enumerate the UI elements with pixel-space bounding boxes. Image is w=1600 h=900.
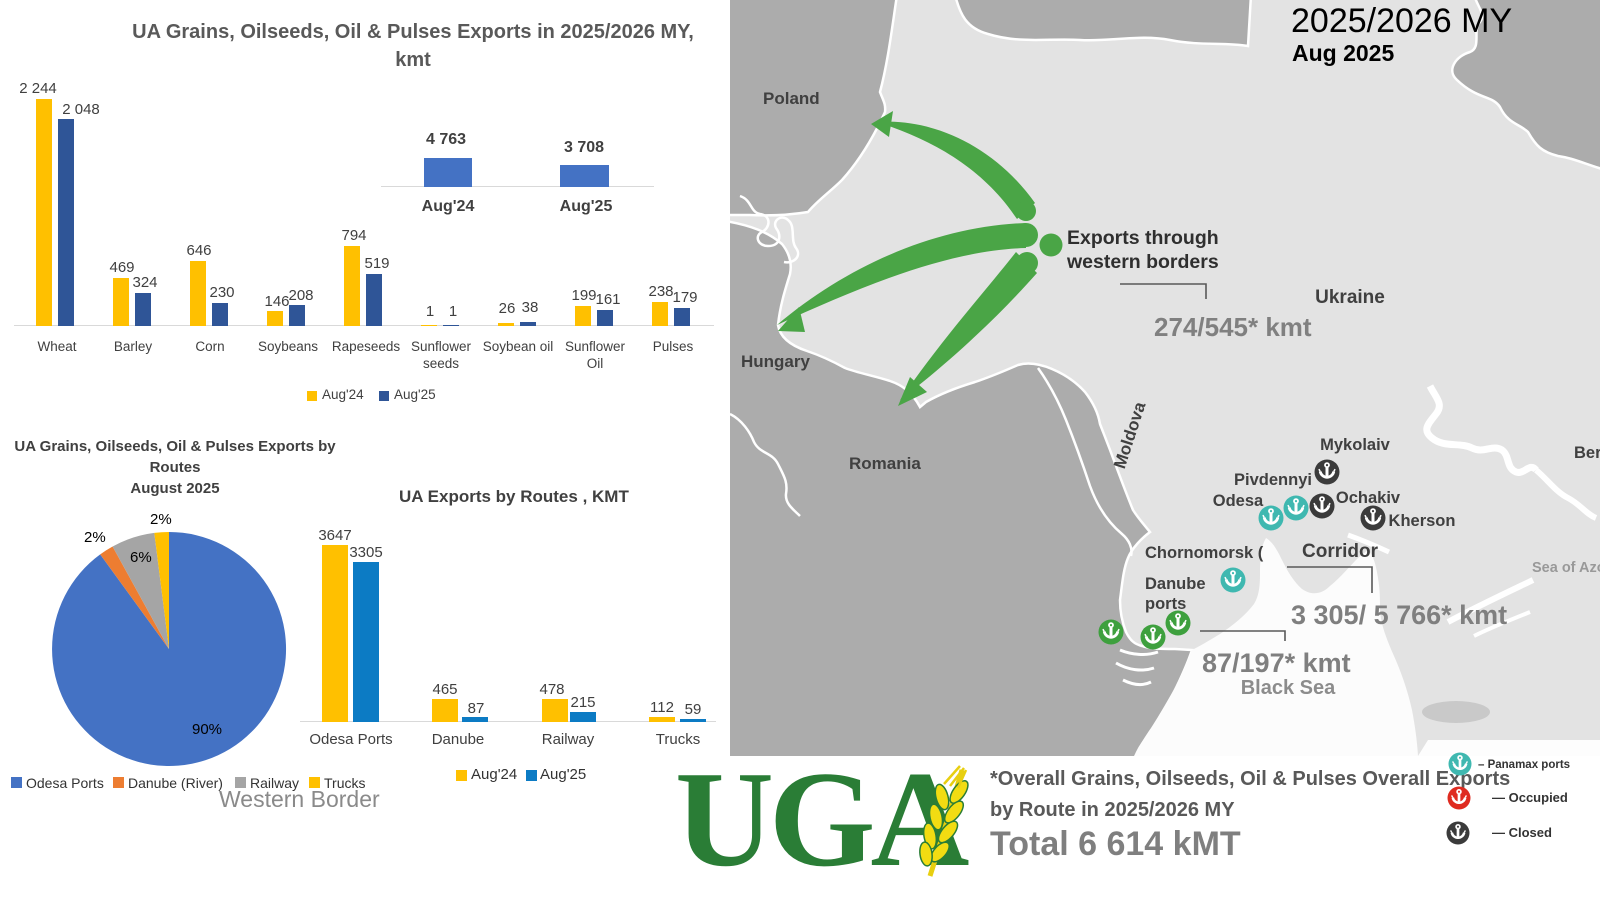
svg-text:Corridor: Corridor [1302,541,1379,562]
svg-text:– Panamax ports: – Panamax ports [1478,759,1570,771]
svg-text:Ber: Ber [1574,444,1600,462]
svg-text:Chornomorsk (: Chornomorsk ( [1145,544,1264,562]
svg-text:western borders: western borders [1066,251,1219,273]
svg-text:Hungary: Hungary [741,352,811,371]
svg-text:Poland: Poland [763,89,820,108]
svg-text:Kherson: Kherson [1389,512,1456,530]
svg-text:Mykolaiv: Mykolaiv [1320,436,1391,454]
svg-text:Sea of Azov: Sea of Azov [1532,560,1600,576]
svg-text:87/197* kmt: 87/197* kmt [1202,648,1351,678]
svg-text:Ochakiv: Ochakiv [1336,489,1401,507]
svg-text:Aug 2025: Aug 2025 [1292,40,1394,66]
svg-text:— Closed: — Closed [1492,825,1552,840]
svg-text:274/545* kmt: 274/545* kmt [1154,312,1312,342]
svg-text:— Occupied: — Occupied [1492,790,1568,805]
svg-text:Pivdennyi: Pivdennyi [1234,471,1312,489]
svg-text:Exports through: Exports through [1067,227,1219,249]
svg-text:3 305/ 5 766* kmt: 3 305/ 5 766* kmt [1291,600,1507,630]
svg-text:Ukraine: Ukraine [1315,287,1385,308]
svg-text:Black Sea: Black Sea [1241,677,1336,699]
svg-text:Danube: Danube [1145,575,1206,593]
svg-text:2025/2026 MY: 2025/2026 MY [1291,2,1512,40]
svg-text:ports: ports [1145,595,1186,613]
svg-text:Odesa: Odesa [1213,492,1264,510]
svg-text:Romania: Romania [849,454,921,473]
